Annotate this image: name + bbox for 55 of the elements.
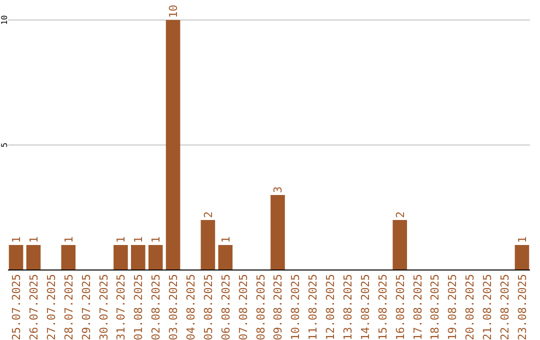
bar xyxy=(218,245,233,270)
x-tick-label: 26.07.2025 xyxy=(27,274,40,340)
bar xyxy=(114,245,128,270)
x-tick-label: 13.08.2025 xyxy=(342,274,355,340)
bar xyxy=(26,245,41,270)
bar xyxy=(270,195,285,270)
x-tick-label: 11.08.2025 xyxy=(306,274,320,340)
data-label: 1 xyxy=(516,236,529,243)
data-label: 3 xyxy=(272,186,285,193)
x-tick-label: 02.08.2025 xyxy=(150,274,163,340)
data-label: 1 xyxy=(27,236,40,243)
x-tick-label: 10.08.2025 xyxy=(289,274,302,340)
x-tick-label: 18.08.2025 xyxy=(428,274,442,340)
bar xyxy=(131,245,146,270)
bar xyxy=(392,220,407,270)
x-tick-label: 22.08.2025 xyxy=(498,274,512,340)
data-label: 1 xyxy=(114,236,128,243)
x-tick-label: 23.08.2025 xyxy=(516,274,529,340)
x-tick-label: 03.08.2025 xyxy=(167,274,180,340)
x-tick-label: 29.07.2025 xyxy=(80,274,93,340)
data-label: 2 xyxy=(394,211,407,218)
x-tick-label: 09.08.2025 xyxy=(272,274,285,340)
x-tick-label: 04.08.2025 xyxy=(184,274,198,340)
data-label: 1 xyxy=(132,236,146,243)
x-tick-label: 30.07.2025 xyxy=(97,274,110,340)
x-tick-label: 16.08.2025 xyxy=(394,274,407,340)
bar xyxy=(514,245,530,270)
data-label: 1 xyxy=(150,236,163,243)
x-tick-label: 20.08.2025 xyxy=(464,274,477,340)
data-label: 10 xyxy=(167,4,180,18)
x-tick-label: 21.08.2025 xyxy=(481,274,494,340)
data-label: 1 xyxy=(10,236,24,243)
x-tick-label: 28.07.2025 xyxy=(62,274,76,340)
x-tick-label: 05.08.2025 xyxy=(202,274,215,340)
x-tick-label: 27.07.2025 xyxy=(44,274,58,340)
bar xyxy=(8,245,24,270)
x-tick-label: 06.08.2025 xyxy=(219,274,232,340)
data-label: 1 xyxy=(219,236,232,243)
x-tick-label: 25.07.2025 xyxy=(10,274,24,340)
bar xyxy=(61,245,76,270)
x-tick-label: 14.08.2025 xyxy=(358,274,372,340)
x-tick-label: 07.08.2025 xyxy=(236,274,250,340)
data-label: 2 xyxy=(202,211,215,218)
x-tick-label: 17.08.2025 xyxy=(411,274,424,340)
data-label: 1 xyxy=(62,236,76,243)
bar xyxy=(200,220,216,270)
x-tick-label: 12.08.2025 xyxy=(324,274,338,340)
x-tick-label: 19.08.2025 xyxy=(446,274,460,340)
x-tick-label: 08.08.2025 xyxy=(254,274,268,340)
x-tick-label: 15.08.2025 xyxy=(376,274,390,340)
y-tick-label: 5 xyxy=(0,142,9,148)
bar xyxy=(148,245,163,270)
x-tick-label: 01.08.2025 xyxy=(132,274,146,340)
x-tick-label: 31.07.2025 xyxy=(114,274,128,340)
bar xyxy=(166,20,180,270)
